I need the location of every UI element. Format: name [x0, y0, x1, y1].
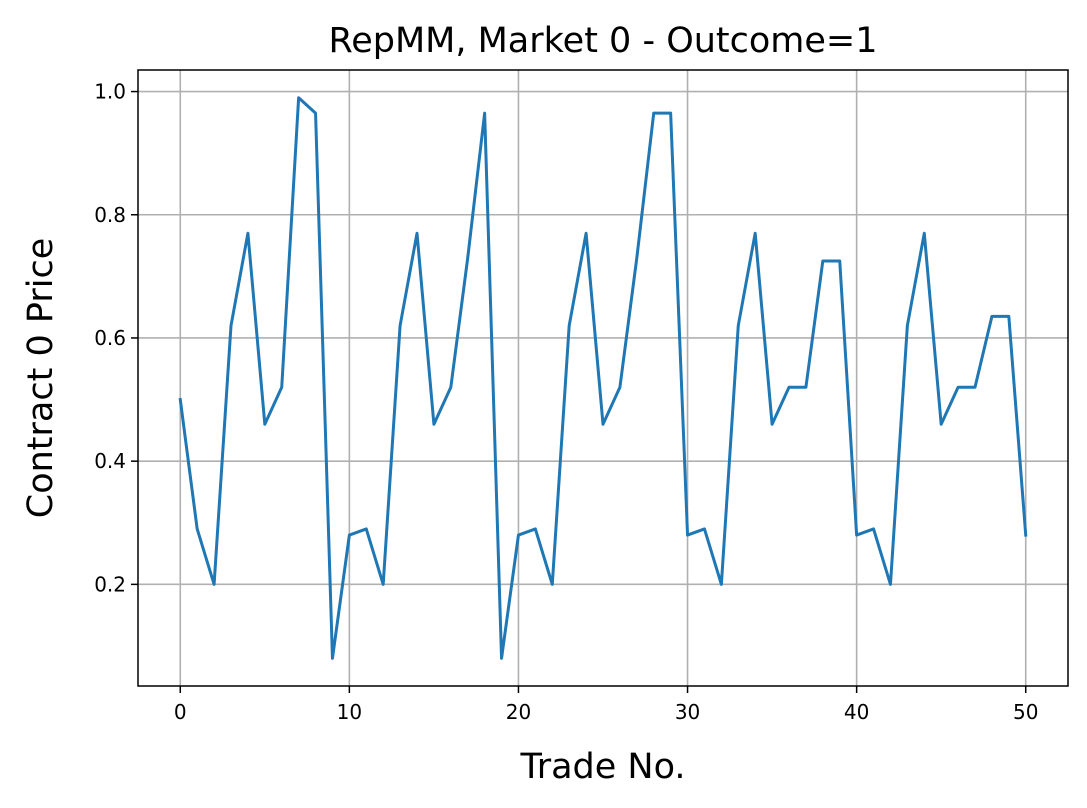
y-tick-label: 0.4	[94, 449, 126, 473]
x-tick-label: 40	[844, 700, 869, 724]
y-tick-label: 0.8	[94, 203, 126, 227]
y-tick-label: 1.0	[94, 80, 126, 104]
series-layer	[178, 96, 1028, 660]
x-tick-label: 20	[506, 700, 531, 724]
x-tick-label: 0	[174, 700, 187, 724]
x-tick-label: 50	[1013, 700, 1038, 724]
grid-lines	[138, 70, 1068, 686]
axes-frame	[137, 69, 1069, 687]
series-line-0	[178, 96, 1028, 660]
plot-area	[138, 70, 1068, 686]
y-tick-label: 0.2	[94, 572, 126, 596]
x-axis-label: Trade No.	[519, 747, 685, 787]
y-axis-label: Contract 0 Price	[21, 238, 61, 518]
y-tick-label: 0.6	[94, 326, 126, 350]
chart-title: RepMM, Market 0 - Outcome=1	[328, 21, 877, 61]
ticks: 0 10 20 30 40 50 0.2 0.4 0.6 0.8 1.0	[94, 80, 1038, 724]
x-tick-label: 10	[337, 700, 362, 724]
x-tick-label: 30	[675, 700, 700, 724]
